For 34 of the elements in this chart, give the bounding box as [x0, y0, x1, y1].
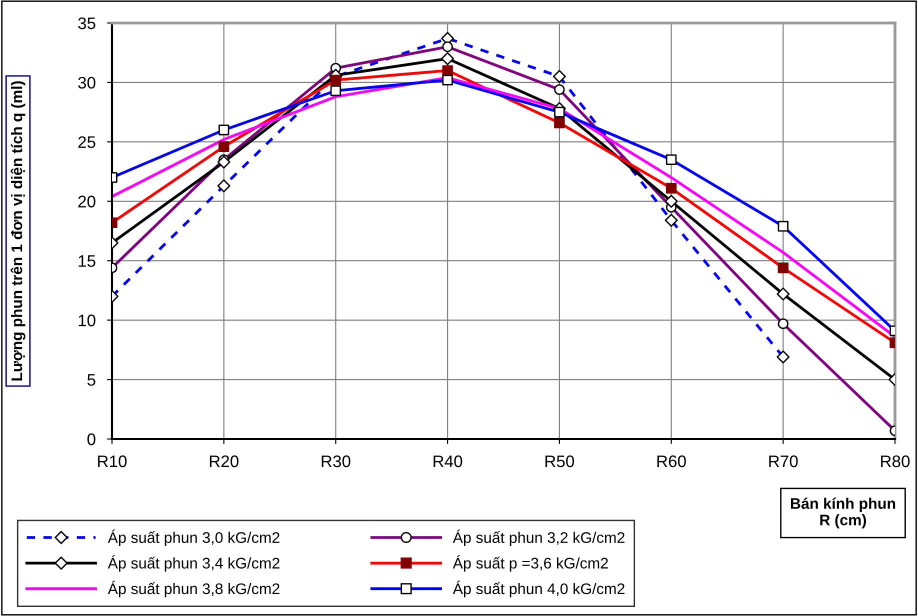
point — [666, 182, 677, 194]
legend-label: Áp suất phun 3,0 kG/cm2 — [108, 530, 280, 546]
point — [776, 287, 790, 300]
y-tick-label: 30 — [78, 76, 96, 89]
point — [218, 141, 230, 152]
point — [441, 52, 454, 66]
legend-label: Áp suất phun 3,8 kG/cm2 — [108, 580, 280, 598]
x-axis-title: Bán kính phun R (cm) — [790, 498, 896, 528]
point — [217, 156, 230, 169]
x-tick-label: R20 — [210, 455, 238, 468]
legend-label: Áp suất phun 4,0 kG/cm2 — [452, 580, 624, 598]
point — [664, 194, 678, 208]
point — [778, 262, 788, 274]
x-tick-label: R50 — [546, 455, 574, 468]
y-tick-label: 25 — [78, 136, 96, 148]
point — [554, 117, 565, 128]
point — [442, 65, 453, 76]
legend-label: Áp suất p =3,6 kG/cm2 — [452, 555, 608, 572]
x-tick-label: R10 — [98, 455, 127, 468]
point — [330, 74, 342, 86]
y-tick-label: 20 — [78, 196, 96, 208]
x-tick-label: R40 — [434, 455, 462, 468]
y-tick-label: 5 — [87, 374, 96, 386]
x-tick-label: R70 — [769, 455, 798, 468]
y-tick-label: 15 — [78, 255, 96, 267]
y-axis-title: Lượng phun trên 1 đơn vị diện tích q (ml) — [10, 81, 26, 380]
x-tick-label: R30 — [322, 455, 350, 468]
y-tick-label: 10 — [78, 314, 96, 326]
x-tick-label: R80 — [881, 455, 910, 468]
legend-label: Áp suất phun 3,2 kG/cm2 — [452, 530, 624, 546]
legend-label: Áp suất phun 3,4 kG/cm2 — [108, 555, 280, 572]
y-tick-label: 35 — [78, 17, 96, 30]
y-tick-label: 0 — [87, 433, 96, 446]
x-tick-label: R60 — [657, 455, 686, 468]
